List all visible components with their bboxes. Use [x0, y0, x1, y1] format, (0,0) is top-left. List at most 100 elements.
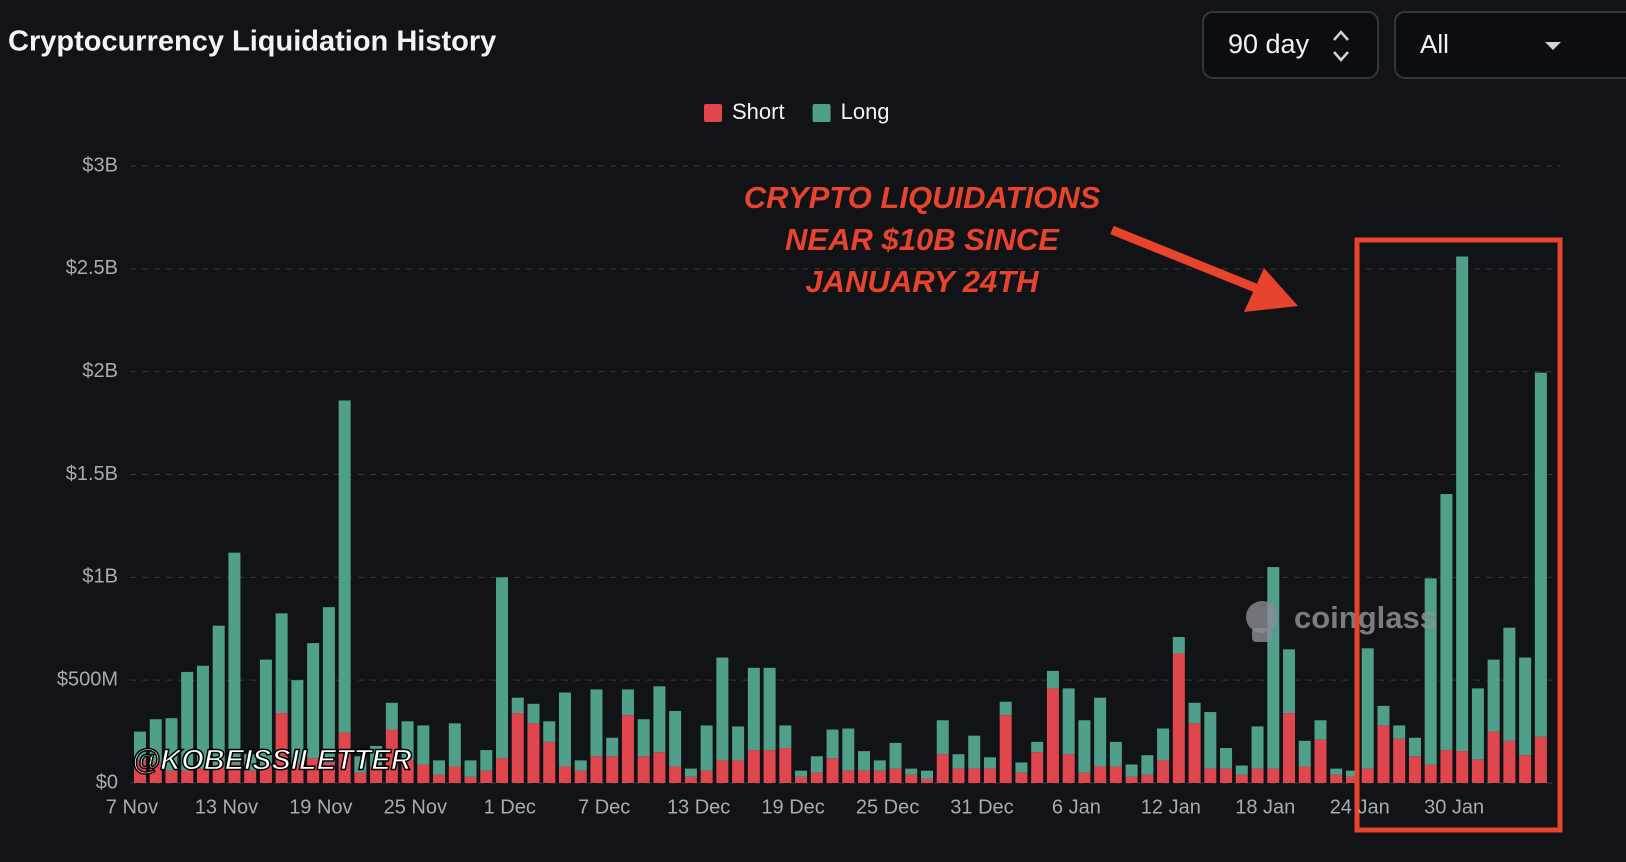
- x-tick-label: 13 Dec: [667, 796, 730, 818]
- bar-segment: [1298, 740, 1311, 767]
- bar-segment: [149, 719, 162, 763]
- bar-segment: [480, 770, 493, 783]
- bar-segment: [1345, 770, 1358, 777]
- bar-segment: [653, 752, 666, 783]
- bar-segment: [889, 768, 902, 783]
- bar-segment: [448, 766, 461, 783]
- bar-segment: [1440, 494, 1453, 751]
- bar-segment: [1298, 766, 1311, 783]
- bar-segment: [763, 667, 776, 751]
- bar-segment: [716, 657, 729, 761]
- coin-label[interactable]: All: [1420, 29, 1449, 59]
- bar-segment: [275, 713, 288, 783]
- bar-segment: [511, 713, 524, 783]
- bar-segment: [558, 692, 571, 767]
- bar-segment: [590, 756, 603, 783]
- bar-segment: [1519, 657, 1532, 756]
- bar-segment: [149, 762, 162, 783]
- bar-segment: [1046, 670, 1059, 689]
- bar-segment: [1172, 653, 1185, 783]
- coin-select[interactable]: All: [1394, 11, 1626, 79]
- bar-segment: [1534, 736, 1547, 783]
- bar-segment: [1109, 766, 1122, 783]
- bar-segment: [1534, 372, 1547, 737]
- bar-segment: [401, 721, 414, 761]
- bar-segment: [1393, 725, 1406, 739]
- x-tick-label: 6 Jan: [1052, 796, 1101, 818]
- annotation-text: NEAR $10B SINCE: [785, 222, 1060, 257]
- x-tick-label: 25 Nov: [384, 796, 447, 818]
- y-tick-label: $2B: [82, 360, 118, 382]
- bar-segment: [810, 756, 823, 773]
- bar-segment: [795, 776, 808, 783]
- bar-segment: [1204, 768, 1217, 783]
- bar-segment: [1094, 766, 1107, 783]
- period-select[interactable]: 90 day: [1202, 11, 1379, 79]
- bar-segment: [700, 770, 713, 783]
- bar-segment: [275, 613, 288, 714]
- bar-segment: [1062, 754, 1075, 783]
- bar-segment: [732, 760, 745, 783]
- bar-segment: [338, 400, 351, 733]
- bar-segment: [1314, 720, 1327, 740]
- bar-segment: [621, 715, 634, 783]
- bar-segment: [1393, 738, 1406, 783]
- annotation-text: JANUARY 24TH: [805, 264, 1039, 299]
- period-label[interactable]: 90 day: [1228, 29, 1310, 59]
- y-tick-label: $2.5B: [66, 257, 118, 279]
- bar-segment: [842, 770, 855, 783]
- bar-segment: [637, 719, 650, 757]
- bar-segment: [1204, 712, 1217, 769]
- bar-segment: [134, 731, 146, 761]
- chart-title: Cryptocurrency Liquidation History: [8, 26, 496, 58]
- bar-segment: [1377, 725, 1390, 783]
- bar-segment: [1141, 755, 1154, 775]
- bar-segment: [590, 689, 603, 757]
- bar-segment: [684, 768, 697, 777]
- bar-segment: [511, 697, 524, 714]
- legend-label[interactable]: Long: [841, 99, 890, 124]
- bar-segment: [1267, 768, 1280, 783]
- bar-segment: [905, 774, 918, 783]
- coin-box[interactable]: [1394, 11, 1626, 79]
- bar-segment: [669, 766, 682, 783]
- bar-segment: [1424, 764, 1437, 783]
- x-tick-label: 19 Nov: [289, 796, 352, 818]
- bar-segment: [1157, 760, 1170, 783]
- bar-segment: [1377, 705, 1390, 726]
- y-tick-label: $3B: [82, 154, 118, 176]
- bar-segment: [259, 659, 272, 767]
- bar-segment: [433, 760, 446, 775]
- bar-segment: [401, 760, 414, 783]
- bar-segment: [732, 726, 745, 761]
- bar-segment: [1330, 774, 1343, 783]
- period-box[interactable]: [1202, 11, 1379, 79]
- x-tick-label: 12 Jan: [1141, 796, 1201, 818]
- bar-segment: [181, 770, 194, 783]
- bar-segment: [999, 715, 1012, 783]
- y-tick-label: $0: [96, 771, 118, 793]
- bar-segment: [354, 756, 367, 773]
- annotation-text: CRYPTO LIQUIDATIONS: [744, 180, 1101, 215]
- x-tick-label: 18 Jan: [1235, 796, 1295, 818]
- legend-label[interactable]: Short: [732, 99, 785, 124]
- bar-segment: [873, 760, 886, 771]
- bar-segment: [1125, 764, 1138, 777]
- bar-segment: [370, 766, 383, 783]
- bar-segment: [1503, 740, 1516, 783]
- bar-segment: [669, 711, 682, 767]
- bar-segment: [1251, 768, 1264, 783]
- legend-swatch[interactable]: [704, 104, 722, 122]
- bar-segment: [464, 760, 477, 777]
- bar-segment: [417, 725, 430, 765]
- bar-segment: [606, 756, 619, 783]
- legend-swatch[interactable]: [812, 104, 831, 122]
- x-tick-label: 30 Jan: [1424, 796, 1484, 818]
- bar-segment: [826, 729, 839, 759]
- legend: Short Long: [704, 99, 890, 124]
- arrow-shaft: [1110, 225, 1270, 298]
- bar-segment: [1235, 774, 1248, 783]
- bar-segment: [212, 766, 225, 783]
- bar-segment: [637, 756, 650, 783]
- bar-segment: [1283, 649, 1296, 714]
